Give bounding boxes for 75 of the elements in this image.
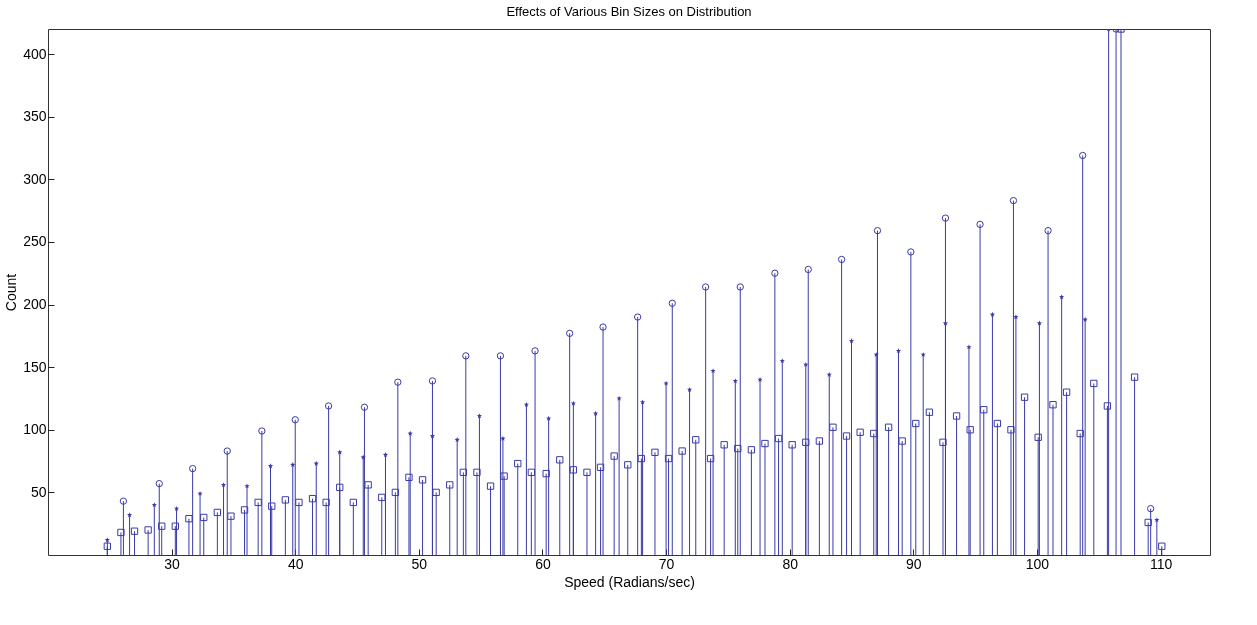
point (736, 283, 744, 291)
y-tick-label: 250 (23, 233, 47, 250)
point (223, 447, 231, 455)
point (324, 402, 333, 410)
point (966, 344, 972, 350)
point (941, 214, 950, 222)
point (1147, 505, 1155, 513)
point (757, 376, 763, 382)
point (732, 378, 738, 384)
point (837, 255, 846, 264)
chart-title: Effects of Various Bin Sizes on Distribution (506, 4, 752, 19)
point (155, 479, 163, 488)
x-tick-label: 100 (1025, 555, 1050, 572)
x-tick-label: 30 (164, 555, 181, 572)
point (779, 358, 785, 364)
point (686, 386, 693, 392)
point (771, 269, 779, 277)
y-tick-label: 400 (23, 45, 47, 62)
point (566, 329, 574, 337)
point (804, 265, 812, 274)
x-tick-label: 50 (411, 555, 428, 572)
x-tick-label: 70 (658, 555, 675, 572)
point (1059, 294, 1065, 300)
point (360, 403, 369, 411)
point (258, 427, 266, 435)
point (599, 323, 607, 331)
point (663, 380, 669, 386)
x-axis-title: Speed (Radians/sec) (564, 573, 695, 590)
point (119, 497, 128, 505)
point (197, 490, 203, 496)
point (942, 320, 949, 326)
point (394, 378, 402, 386)
point (428, 377, 437, 385)
point (701, 283, 710, 291)
point (531, 347, 539, 355)
point (476, 413, 483, 419)
point (220, 482, 227, 488)
y-tick-label: 300 (23, 170, 47, 187)
point (188, 464, 197, 473)
point (976, 220, 984, 229)
x-tick-label: 80 (782, 555, 799, 572)
point (668, 299, 676, 307)
y-tick-label: 350 (23, 108, 47, 125)
point (633, 313, 642, 321)
x-tick-label: 90 (906, 555, 922, 572)
point (848, 338, 855, 344)
point (496, 352, 505, 360)
point (151, 502, 157, 508)
point (382, 452, 389, 458)
y-tick-label: 50 (30, 483, 47, 500)
y-tick-label: 150 (23, 358, 47, 375)
y-tick-label: 200 (23, 296, 47, 313)
point (523, 401, 529, 407)
point (907, 248, 915, 256)
point (873, 226, 882, 235)
point (429, 433, 436, 439)
x-tick-label: 60 (535, 555, 551, 572)
point (895, 348, 902, 354)
x-tick-label: 110 (1149, 555, 1173, 572)
point (1036, 320, 1043, 326)
point (640, 399, 646, 405)
x-tick-label: 40 (287, 555, 304, 572)
point (337, 449, 343, 455)
point (126, 512, 133, 518)
point (462, 352, 470, 360)
point (291, 416, 299, 424)
point (1044, 226, 1052, 235)
y-axis-title: Count (3, 273, 20, 312)
point (104, 537, 110, 543)
y-tick-label: 100 (23, 421, 47, 438)
point (360, 454, 366, 460)
point (1154, 517, 1160, 523)
point (1009, 196, 1018, 205)
point (267, 463, 274, 469)
point (1079, 151, 1087, 160)
